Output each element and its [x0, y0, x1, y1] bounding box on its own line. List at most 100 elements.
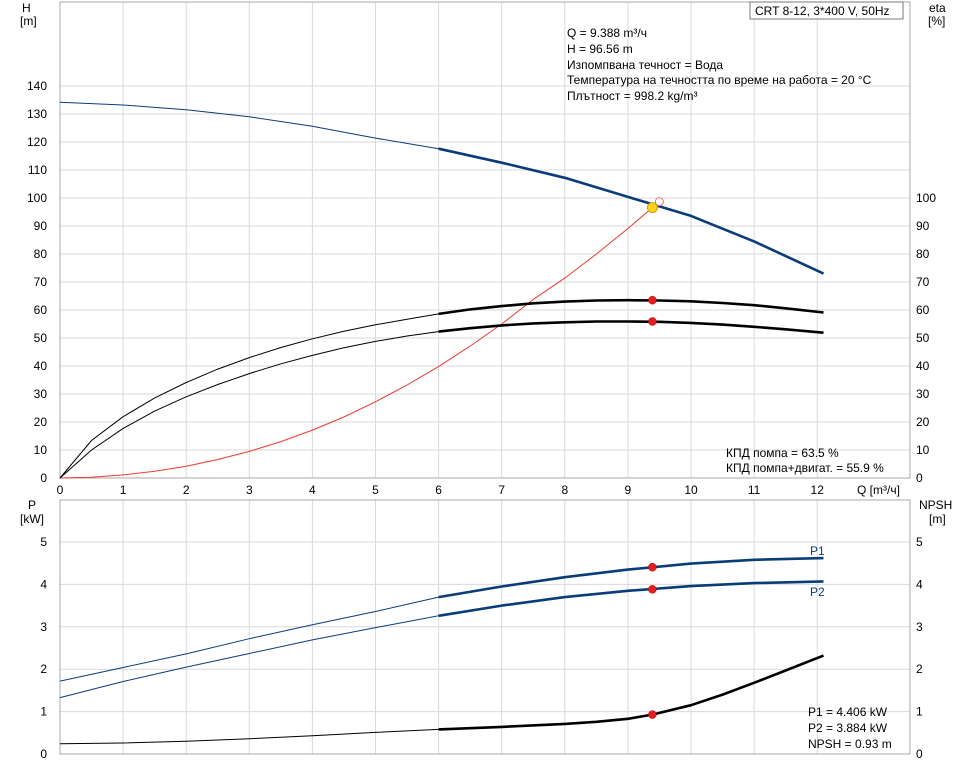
- efficiency-line-total: КПД помпа+двигат. = 55.9 %: [726, 461, 884, 475]
- curves: [59, 101, 825, 745]
- p2-curve-thin: [59, 615, 439, 699]
- power-point-marker: [648, 585, 657, 594]
- h-tick-label: 30: [34, 387, 48, 401]
- x-tick-label: 3: [246, 483, 253, 497]
- info-line-q: Q = 9.388 m³/ч: [567, 26, 647, 40]
- h-tick-label: 60: [34, 303, 48, 317]
- tick-labels: 0 1 2 3 4 5 6 7 8 9 10 11 12010203040506070809010011…: [27, 79, 936, 761]
- model-label: CRT 8-12, 3*400 V, 50Hz: [755, 4, 890, 18]
- efficiency-point-marker: [648, 317, 657, 326]
- h-tick-label: 110: [28, 163, 47, 177]
- h-tick-label: 80: [34, 247, 48, 261]
- eta-tick-label: 40: [916, 359, 930, 373]
- x-tick-label: 7: [498, 483, 505, 497]
- h-tick-label: 20: [34, 415, 48, 429]
- h-tick-label: 50: [34, 331, 48, 345]
- npsh-tick-label: 2: [916, 662, 923, 676]
- h-tick-label: 0: [40, 471, 47, 485]
- eta-tick-label: 70: [916, 275, 930, 289]
- power-point-marker: [648, 562, 657, 572]
- left-axis-title-h: H: [22, 1, 31, 15]
- eta-tick-label: 80: [916, 247, 930, 261]
- x-axis-title: Q [m³/ч]: [857, 483, 900, 497]
- lower-right-axis-unit: [m]: [929, 512, 946, 526]
- head-curve-bold: [438, 147, 825, 275]
- eta-tick-label: 20: [916, 415, 930, 429]
- info-line-density: Плътност = 998.2 kg/m³: [567, 89, 697, 103]
- info-line-h: H = 96.56 m: [567, 42, 633, 56]
- h-tick-label: 10: [34, 443, 48, 457]
- npsh-tick-label: 5: [916, 535, 923, 549]
- h-tick-label: 90: [34, 219, 48, 233]
- left-axis-unit-h: [m]: [20, 14, 37, 28]
- eta-tick-label: 90: [916, 219, 930, 233]
- x-tick-label: 6: [435, 483, 442, 497]
- x-tick-label: 4: [309, 483, 316, 497]
- npsh-tick-label: 3: [916, 620, 923, 634]
- eta-tick-label: 60: [916, 303, 930, 317]
- x-tick-label: 10: [684, 483, 698, 497]
- h-tick-label: 100: [27, 191, 47, 205]
- efficiency-line-pump: КПД помпа = 63.5 %: [726, 446, 839, 460]
- x-tick-label: 2: [183, 483, 190, 497]
- upper-plot-frame: [59, 1, 911, 479]
- info-line-p2: P2 = 3.884 kW: [808, 721, 888, 735]
- eta-tick-label: 30: [916, 387, 930, 401]
- power-point-marker: [648, 710, 657, 719]
- lower-left-axis-unit: [kW]: [20, 512, 44, 526]
- h-tick-label: 70: [34, 275, 48, 289]
- x-tick-label: 1: [120, 483, 127, 497]
- efficiency-point-marker: [648, 295, 657, 305]
- total-efficiency-curve-bold: [438, 320, 824, 334]
- info-line-temperature: Температура на течността по време на раб…: [567, 73, 872, 87]
- efficiency-info-block: КПД помпа = 63.5 % КПД помпа+двигат. = 5…: [726, 446, 884, 475]
- p1-curve-bold: [438, 556, 824, 599]
- duty-info-block: Q = 9.388 m³/ч H = 96.56 m Изпомпвана те…: [567, 26, 872, 103]
- p-tick-label: 3: [40, 620, 47, 634]
- h-tick-label: 130: [27, 107, 47, 121]
- x-tick-label: 0: [57, 483, 64, 497]
- npsh-tick-label: 0: [916, 747, 923, 761]
- x-tick-label: 8: [561, 483, 568, 497]
- p-tick-label: 1: [40, 705, 47, 719]
- pump-efficiency-curve-thin: [59, 313, 439, 479]
- duty-point-marker: [646, 202, 658, 214]
- npsh-curve-bold: [438, 654, 824, 731]
- x-tick-label: 9: [625, 483, 632, 497]
- lower-left-axis-title: P: [28, 498, 36, 512]
- npsh-tick-label: 4: [916, 577, 923, 591]
- p-tick-label: 4: [40, 577, 47, 591]
- lower-plot-frame: [59, 499, 911, 755]
- h-tick-label: 120: [27, 135, 47, 149]
- eta-tick-label: 10: [916, 443, 930, 457]
- x-tick-label: 12: [811, 483, 825, 497]
- x-tick-label: 11: [748, 483, 761, 497]
- p-tick-label: 0: [40, 747, 47, 761]
- series-label-p1: P1: [810, 544, 825, 558]
- npsh-curve-thin: [59, 728, 439, 745]
- eta-tick-label: 100: [916, 191, 936, 205]
- pump-efficiency-curve-bold: [438, 298, 824, 316]
- p1-curve-thin: [59, 596, 439, 682]
- x-tick-label: 5: [372, 483, 379, 497]
- eta-tick-label: 50: [916, 331, 930, 345]
- right-axis-title-eta: eta: [929, 1, 946, 15]
- info-line-p1: P1 = 4.406 kW: [808, 705, 888, 719]
- right-axis-unit-eta: [%]: [928, 14, 945, 28]
- series-label-p2: P2: [810, 585, 825, 599]
- lower-grid: [59, 500, 910, 755]
- total-efficiency-curve-thin: [59, 331, 439, 479]
- duty-point-open-marker: [654, 197, 664, 207]
- p2-curve-bold: [438, 580, 824, 618]
- lower-right-axis-title: NPSH: [919, 498, 952, 512]
- npsh-tick-label: 1: [916, 705, 923, 719]
- eta-tick-label: 0: [916, 471, 923, 485]
- info-line-npsh: NPSH = 0.93 m: [808, 737, 892, 751]
- h-tick-label: 140: [27, 79, 47, 93]
- h-tick-label: 40: [34, 359, 48, 373]
- p-tick-label: 5: [40, 535, 47, 549]
- model-label-box: [749, 1, 904, 20]
- head-curve-thin: [59, 101, 439, 150]
